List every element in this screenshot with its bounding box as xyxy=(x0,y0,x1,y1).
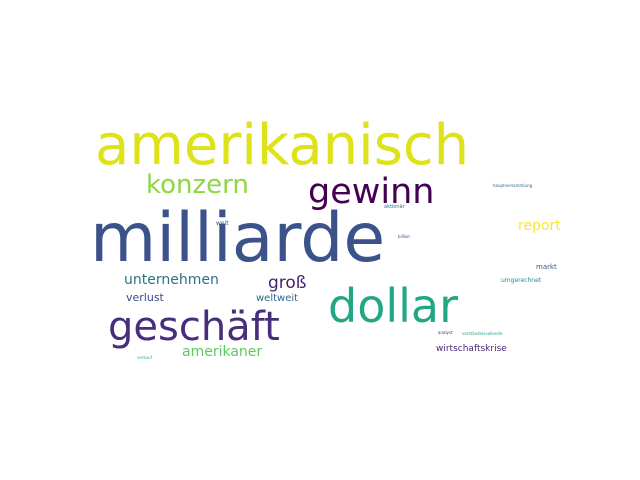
word-verlust: verlust xyxy=(126,291,164,304)
word-amerikaner: amerikaner xyxy=(182,344,263,360)
word-gross: groß xyxy=(268,273,307,293)
word-unternehmen: unternehmen xyxy=(124,272,219,288)
word-billion: billion xyxy=(398,234,410,239)
word-analyst: analyst xyxy=(438,330,453,335)
word-wirtschaftskrise: wirtschaftskrise xyxy=(436,344,507,354)
word-weltweit: weltweit xyxy=(256,293,299,304)
word-geschaeft: geschäft xyxy=(108,304,280,350)
word-gewinn: gewinn xyxy=(308,172,435,212)
word-amerikanisch: amerikanisch xyxy=(95,113,470,178)
word-milliarde: milliarde xyxy=(90,199,386,278)
word-markt: markt xyxy=(536,263,557,271)
word-weit: weit xyxy=(216,220,229,227)
word-verstaendnisvollende: verständnisvollende xyxy=(462,331,503,336)
word-hauptversammlung: hauptversammlung xyxy=(493,183,533,188)
word-konzern: konzern xyxy=(146,170,249,200)
word-aktionaer: aktionär xyxy=(384,204,405,210)
word-cloud: milliarde amerikanisch dollar geschäft g… xyxy=(80,105,561,375)
word-dollar: dollar xyxy=(328,279,459,333)
word-report: report xyxy=(518,218,561,234)
word-umgerechnet: umgerechnet xyxy=(501,277,542,284)
word-verkauf: verkauf xyxy=(137,355,153,360)
